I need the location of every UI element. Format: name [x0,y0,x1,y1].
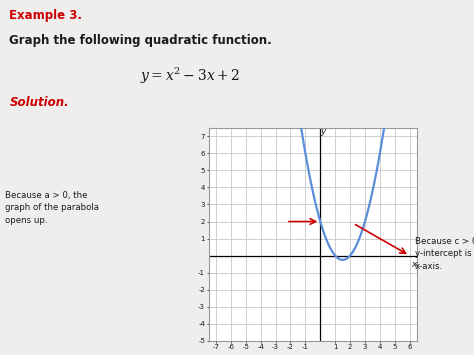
Text: x: x [411,260,417,269]
Text: y: y [320,127,326,136]
Text: Graph the following quadratic function.: Graph the following quadratic function. [9,34,272,47]
Text: Because c > 0, the
y-intercept is above the
x-axis.: Because c > 0, the y-intercept is above … [415,237,474,271]
Text: Because a > 0, the
graph of the parabola
opens up.: Because a > 0, the graph of the parabola… [5,191,99,225]
Text: Solution.: Solution. [9,96,69,109]
Text: $y = x^2 - 3x + 2$: $y = x^2 - 3x + 2$ [139,66,240,86]
Text: Example 3.: Example 3. [9,9,82,22]
